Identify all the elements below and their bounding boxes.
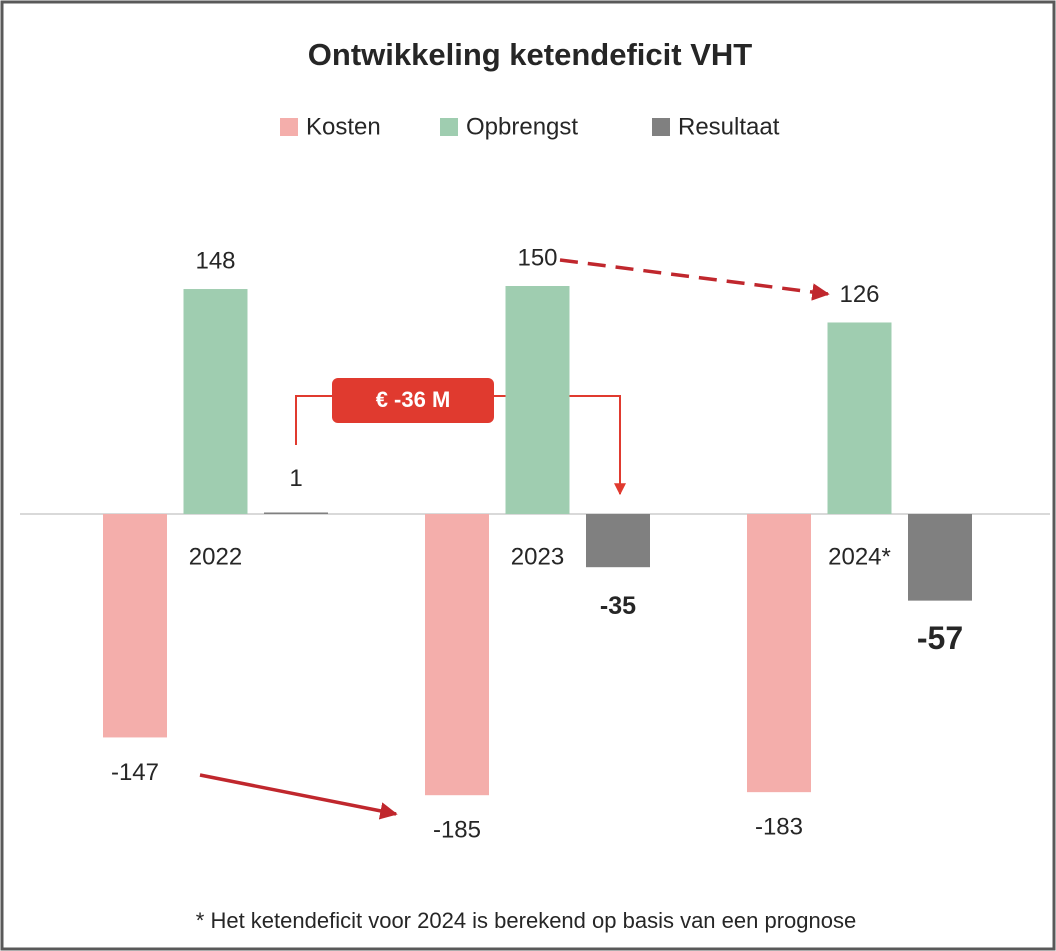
legend-swatch: [440, 118, 458, 136]
legend-label: Opbrengst: [466, 113, 578, 140]
value-label: 148: [195, 247, 235, 274]
annotation: € -36 M: [376, 387, 451, 412]
bar: [908, 514, 972, 601]
value-label: -183: [755, 814, 803, 841]
bar: [505, 286, 570, 514]
chart-title: Ontwikkeling ketendeficit VHT: [308, 37, 752, 72]
value-label: -185: [433, 817, 481, 844]
value-label: 126: [839, 281, 879, 308]
legend-swatch: [652, 118, 670, 136]
trend-arrow: [199, 773, 398, 820]
trend-arrow: [559, 258, 830, 301]
bar: [103, 514, 167, 738]
legend-label: Resultaat: [678, 113, 780, 140]
x-tick-label: 2022: [189, 543, 242, 570]
legend-swatch: [280, 118, 298, 136]
annotation-box: [332, 378, 494, 423]
bar: [827, 322, 892, 514]
x-tick-label: 2023: [511, 543, 564, 570]
bar: [264, 512, 328, 514]
value-label: 1: [289, 465, 302, 492]
bar: [586, 514, 650, 568]
value-label: -35: [600, 592, 636, 620]
value-label: 150: [517, 244, 557, 271]
value-label: -147: [111, 759, 159, 786]
x-tick-label: 2024*: [828, 543, 891, 570]
footnote: * Het ketendeficit voor 2024 is berekend…: [196, 908, 856, 933]
bar: [425, 514, 489, 796]
legend-label: Kosten: [306, 113, 381, 140]
value-label: -57: [917, 620, 963, 656]
bar: [747, 514, 811, 793]
bar: [183, 289, 248, 514]
